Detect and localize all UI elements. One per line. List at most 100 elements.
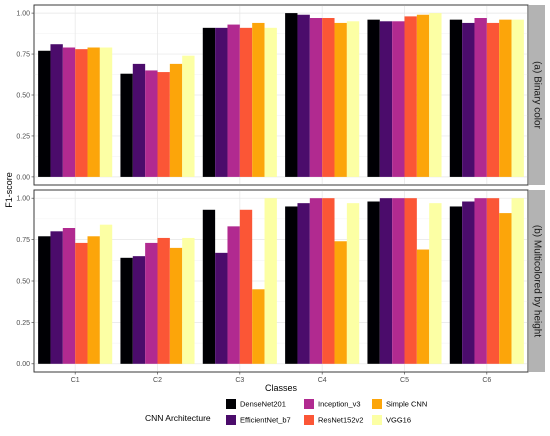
legend-swatch-VGG16 — [372, 415, 382, 425]
bar-VGG16-C3 — [264, 27, 277, 177]
bar-EfficientNet_b7-C2 — [132, 256, 146, 364]
bar-VGG16-C4 — [346, 21, 360, 177]
legend-swatch-Simple CNN — [372, 399, 382, 409]
bar-EfficientNet_b7-C4 — [297, 14, 310, 177]
bar-Inception_v3-C1 — [62, 47, 76, 177]
bar-DenseNet201-C4 — [285, 13, 298, 177]
bar-EfficientNet_b7-C6 — [462, 201, 475, 364]
bar-Simple CNN-C2 — [169, 63, 183, 177]
bar-EfficientNet_b7-C5 — [379, 198, 393, 364]
bar-DenseNet201-C2 — [120, 73, 133, 177]
y-axis-title: F1-score — [4, 172, 14, 208]
panel-border — [33, 4, 529, 186]
bar-Inception_v3-C4 — [309, 198, 323, 364]
bar-DenseNet201-C2 — [120, 257, 133, 364]
bar-VGG16-C1 — [99, 47, 113, 177]
panels: 0.000.250.500.751.00(a) Binary color0.00… — [16, 4, 545, 373]
bar-VGG16-C5 — [429, 203, 442, 364]
panel-1: 0.00 0.25 0.50 0.75 1.00 (a) Binary color — [16, 4, 545, 186]
bar-Inception_v3-C1 — [62, 228, 76, 364]
bar-VGG16-C3 — [264, 198, 277, 364]
bar-Simple CNN-C1 — [87, 236, 100, 364]
bar-Simple CNN-C4 — [334, 22, 347, 177]
bar-Simple CNN-C3 — [252, 22, 265, 177]
bar-ResNet152v2-C4 — [322, 198, 335, 364]
bar-DenseNet201-C5 — [367, 201, 380, 364]
x-tick-label: C1 — [71, 377, 80, 384]
bar-EfficientNet_b7-C6 — [462, 22, 475, 177]
bar-Inception_v3-C2 — [145, 70, 158, 177]
bar-EfficientNet_b7-C1 — [50, 231, 63, 364]
bar-VGG16-C2 — [182, 237, 195, 364]
x-tick-label: C2 — [153, 377, 162, 384]
y-tick-label: 0.00 — [16, 174, 30, 181]
bar-DenseNet201-C5 — [367, 19, 380, 177]
legend-swatch-Inception_v3 — [304, 399, 314, 409]
bar-VGG16-C2 — [182, 55, 195, 177]
legend-swatch-DenseNet201 — [226, 399, 236, 409]
bar-Inception_v3-C4 — [309, 18, 323, 177]
bar-Inception_v3-C5 — [392, 198, 405, 364]
bar-VGG16-C1 — [99, 224, 113, 364]
facet-strip-label: (b) Multicolored by height — [532, 225, 543, 337]
x-tick-label: C6 — [482, 377, 491, 384]
bar-ResNet152v2-C6 — [486, 22, 500, 177]
bar-ResNet152v2-C5 — [404, 16, 417, 177]
bar-DenseNet201-C4 — [285, 206, 298, 364]
y-tick-label: 0.25 — [16, 133, 30, 140]
y-tick-label: 0.75 — [16, 237, 30, 244]
legend-label-Inception_v3: Inception_v3 — [318, 400, 361, 409]
bar-VGG16-C6 — [511, 19, 524, 177]
bar-Simple CNN-C6 — [499, 213, 512, 364]
y-tick-label: 0.50 — [16, 278, 30, 285]
bar-DenseNet201-C3 — [202, 209, 216, 364]
legend-label-Simple CNN: Simple CNN — [386, 400, 427, 409]
bar-Simple CNN-C2 — [169, 247, 183, 364]
legend: CNN Architecture DenseNet201 EfficientNet… — [145, 399, 427, 425]
y-tick-label: 0.75 — [16, 51, 30, 58]
legend-label-EfficientNet_b7: EfficientNet_b7 — [240, 416, 291, 425]
y-tick-label: 1.00 — [16, 196, 30, 203]
bar-EfficientNet_b7-C3 — [215, 252, 228, 364]
bar-Simple CNN-C6 — [499, 19, 512, 177]
bar-Simple CNN-C3 — [252, 289, 265, 364]
bar-Inception_v3-C2 — [145, 242, 158, 364]
bar-Inception_v3-C3 — [227, 24, 240, 177]
x-tick-label: C4 — [318, 377, 327, 384]
bar-EfficientNet_b7-C4 — [297, 203, 310, 364]
x-tick-label: C5 — [400, 377, 409, 384]
bar-ResNet152v2-C3 — [239, 27, 253, 177]
bar-Inception_v3-C5 — [392, 21, 405, 177]
bar-ResNet152v2-C6 — [486, 198, 500, 364]
bar-EfficientNet_b7-C3 — [215, 27, 228, 177]
legend-label-DenseNet201: DenseNet201 — [240, 400, 286, 409]
y-tick-label: 1.00 — [16, 11, 30, 18]
panel-2: 0.00 0.25 0.50 0.75 1.00 (b) Multicolored by … — [16, 189, 545, 373]
bar-Simple CNN-C4 — [334, 241, 347, 364]
bar-Simple CNN-C5 — [416, 14, 430, 177]
panel-border — [33, 189, 529, 373]
bar-Inception_v3-C3 — [227, 226, 240, 364]
bar-ResNet152v2-C1 — [75, 49, 88, 177]
bar-DenseNet201-C6 — [449, 206, 463, 364]
bar-EfficientNet_b7-C1 — [50, 44, 63, 177]
bar-DenseNet201-C3 — [202, 27, 216, 177]
legend-swatch-ResNet152v2 — [304, 415, 314, 425]
bar-ResNet152v2-C1 — [75, 242, 88, 364]
x-axis: C1 C2 C3 C4 C5 C6 — [71, 372, 491, 384]
bar-Simple CNN-C5 — [416, 249, 430, 364]
legend-label-ResNet152v2: ResNet152v2 — [318, 416, 363, 425]
bar-VGG16-C6 — [511, 198, 524, 364]
legend-swatch-EfficientNet_b7 — [226, 415, 236, 425]
facet-strip — [529, 190, 545, 372]
y-tick-label: 0.25 — [16, 320, 30, 327]
bar-ResNet152v2-C2 — [157, 72, 170, 177]
bar-DenseNet201-C6 — [449, 19, 463, 177]
bar-Simple CNN-C1 — [87, 47, 100, 177]
bar-DenseNet201-C1 — [38, 50, 51, 177]
facet-strip-label: (a) Binary color — [532, 61, 543, 129]
legend-title: CNN Architecture — [145, 413, 211, 423]
facet-strip — [529, 5, 545, 185]
x-axis-title: Classes — [265, 383, 298, 393]
